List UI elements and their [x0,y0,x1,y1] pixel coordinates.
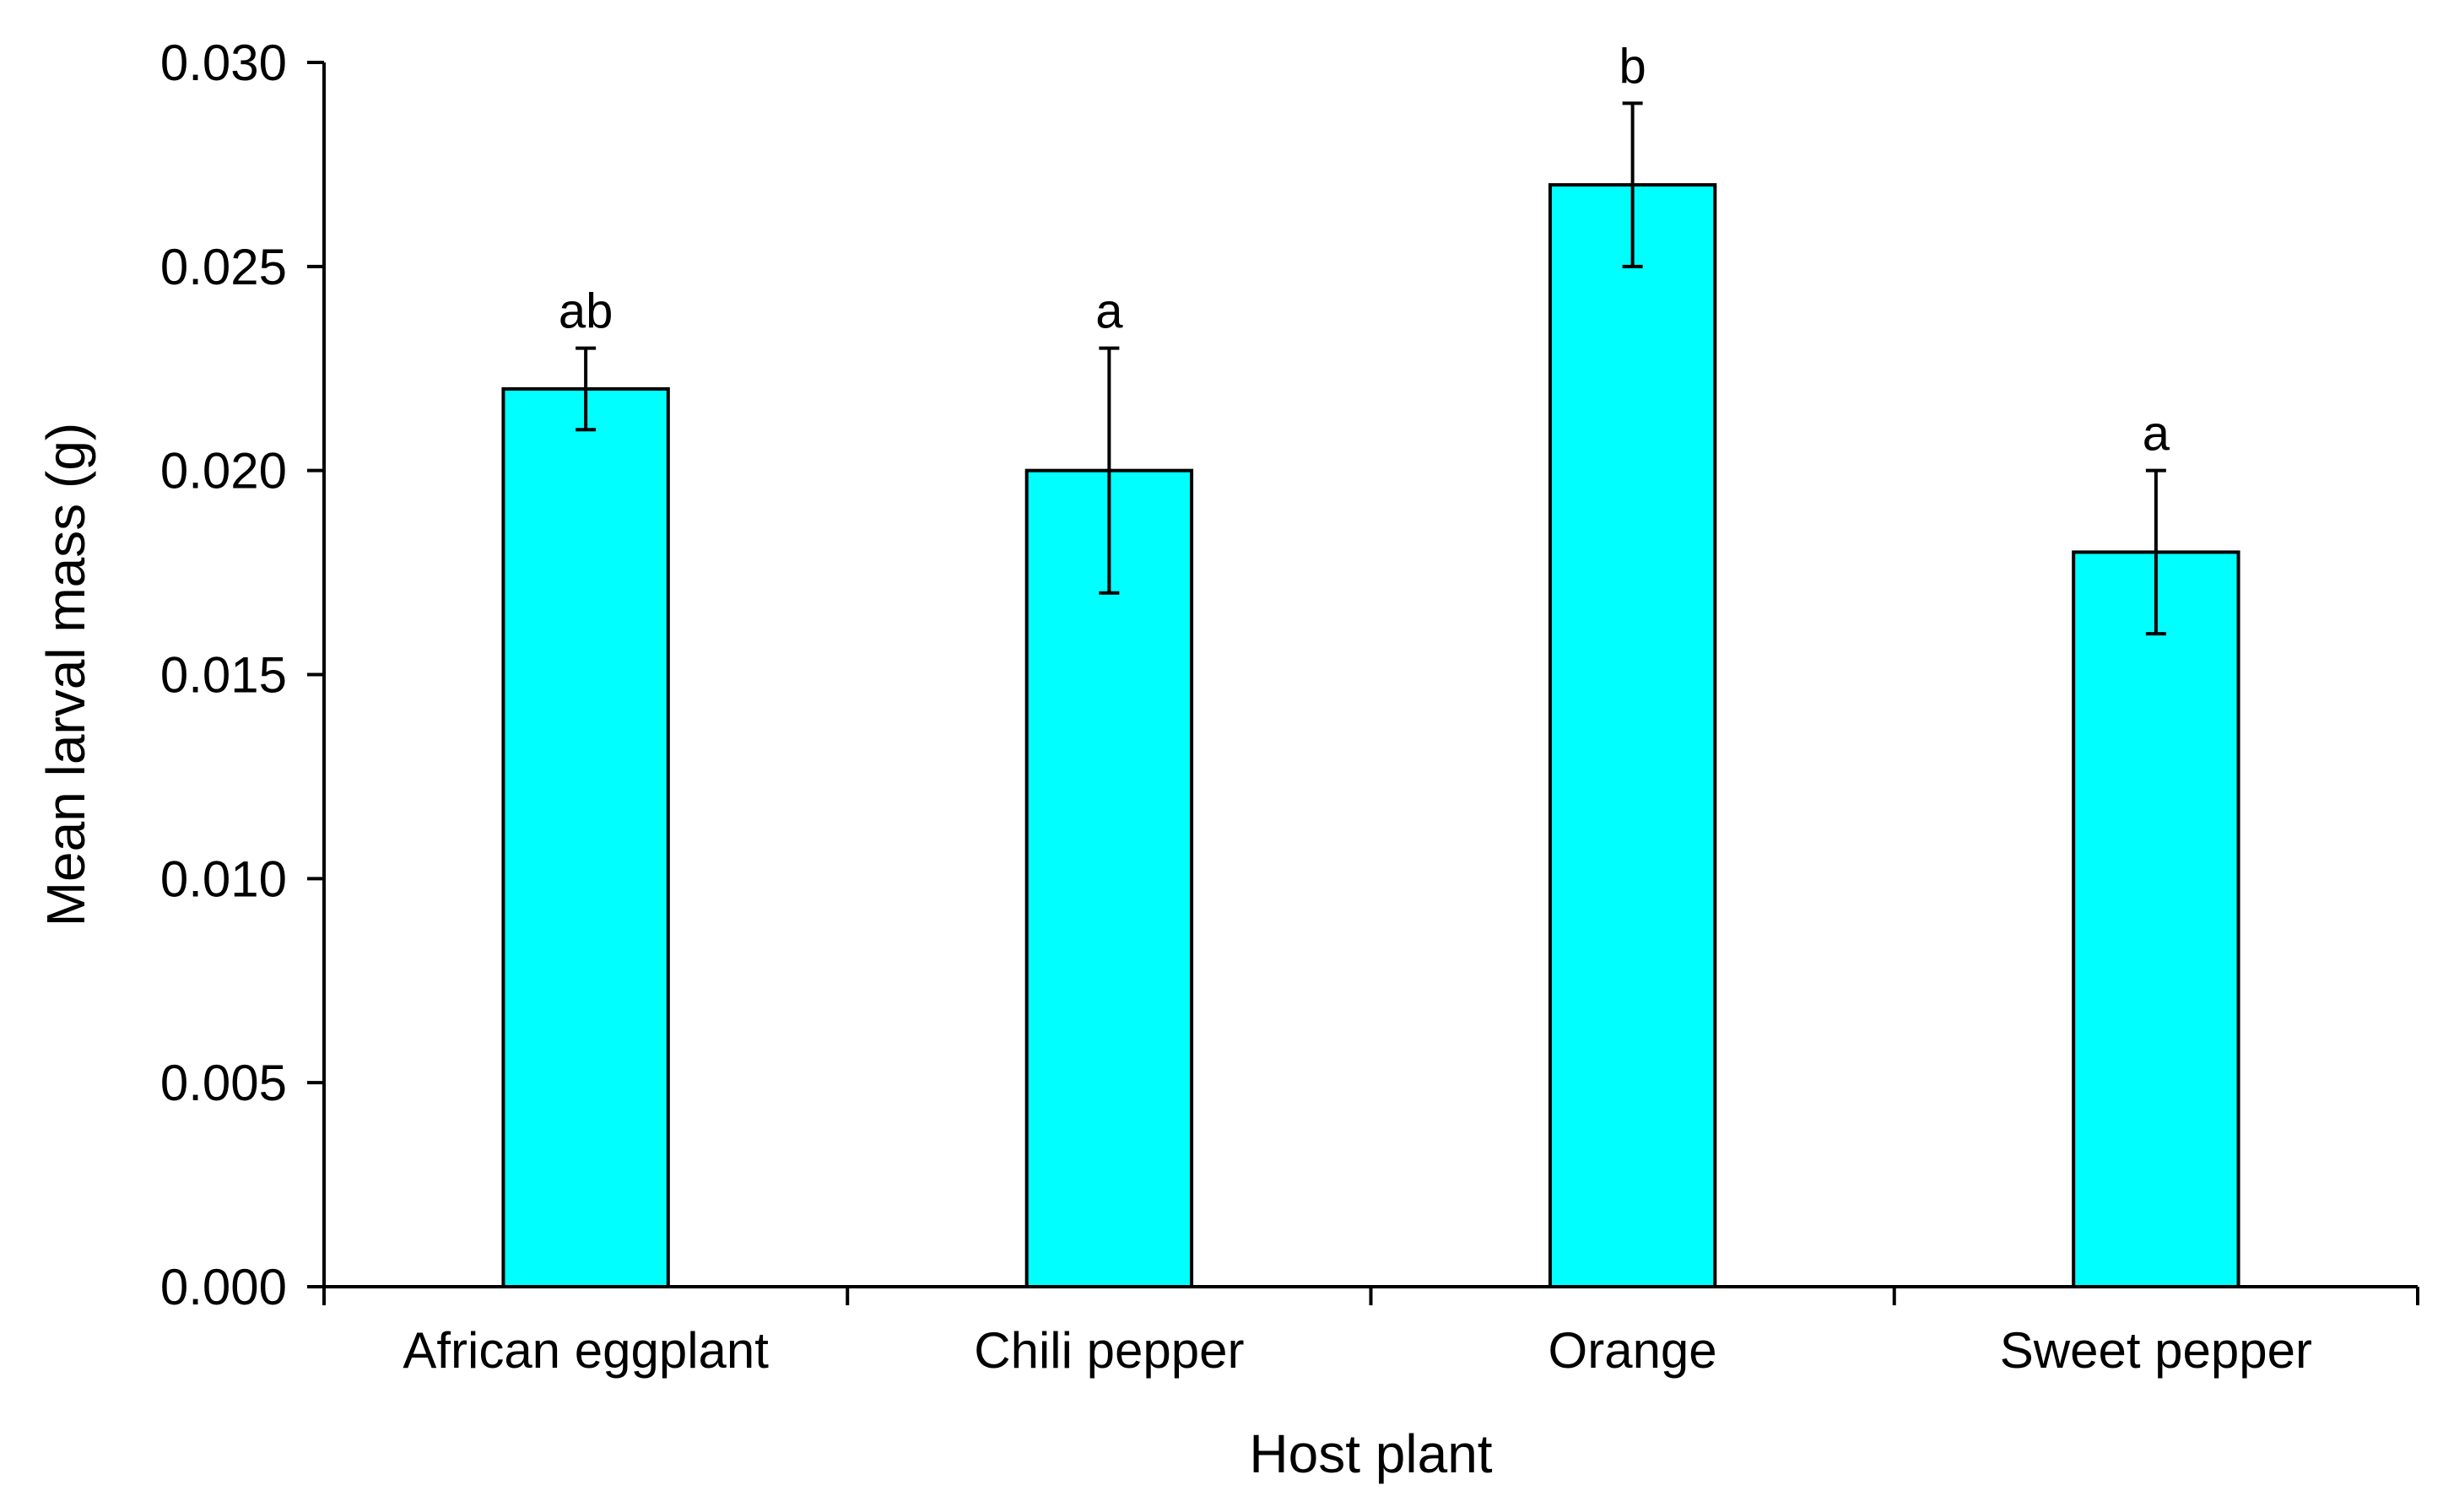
y-tick-label: 0.015 [160,647,287,704]
x-ticks: African eggplant Chili pepper Orange Sweet … [322,1287,2419,1379]
x-tick-label: Sweet pepper [2000,1322,2312,1379]
bar [1548,183,1717,1289]
x-tick-label: African eggplant [403,1322,769,1379]
y-ticks: 0.000 0.005 0.010 0.015 0.020 0.025 0.030 [160,35,324,1315]
y-tick-label: 0.030 [160,35,287,91]
bar [501,386,670,1288]
bar [1024,468,1194,1288]
error-bars-layer [576,101,2166,636]
y-tick-label: 0.005 [160,1055,287,1111]
y-tick-label: 0.010 [160,850,287,907]
bar [2072,550,2240,1288]
significance-letter: ab [559,284,613,339]
x-tick-label: Chili pepper [974,1322,1244,1379]
y-axis-title: Mean larval mass (g) [35,423,96,927]
y-tick-label: 0.020 [160,443,287,500]
significance-labels: ab aba [559,39,2170,461]
x-tick-label: Orange [1548,1322,1717,1379]
x-axis-title: Host plant [1249,1423,1492,1484]
y-tick-label: 0.025 [160,239,287,295]
significance-letter: a [1095,284,1123,339]
significance-letter: a [2143,407,2170,462]
significance-letter: b [1619,39,1646,94]
y-tick-label: 0.000 [160,1259,287,1315]
bars-layer [501,183,2240,1289]
